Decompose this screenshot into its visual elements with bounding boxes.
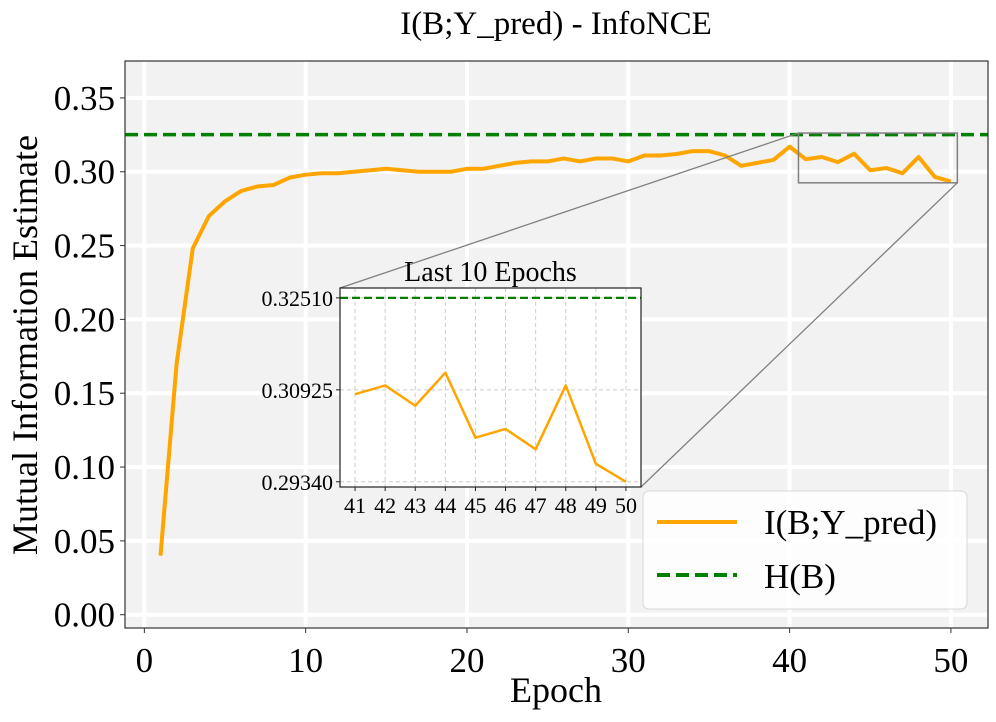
inset-x-tick-label: 48 xyxy=(555,493,577,518)
y-tick-label: 0.25 xyxy=(54,227,115,266)
y-axis-label: Mutual Information Estimate xyxy=(5,135,45,555)
series-layer xyxy=(125,132,988,556)
y-tick-label: 0.20 xyxy=(54,300,115,339)
zoom-indicator xyxy=(339,132,959,488)
zoom-connector xyxy=(640,182,958,488)
inset-x-tick-label: 42 xyxy=(374,493,396,518)
inset-x-tick-label: 43 xyxy=(404,493,426,518)
inset-y-tick-label: 0.30925 xyxy=(262,378,334,403)
y-tick-label: 0.05 xyxy=(54,522,115,561)
inset-title: Last 10 Epochs xyxy=(404,257,577,288)
x-tick-label: 0 xyxy=(136,641,154,680)
y-tick-label: 0.00 xyxy=(54,596,115,635)
inset-x-tick-label: 50 xyxy=(615,493,637,518)
inset-x-tick-label: 44 xyxy=(434,493,456,518)
y-tick-label: 0.30 xyxy=(54,153,115,192)
inset-chart: Last 10 Epochs 41 42 43 44 45 46 47 48 49 50 0.3251… xyxy=(262,257,642,518)
x-tick-label: 40 xyxy=(772,641,807,680)
inset-x-tick-label: 46 xyxy=(495,493,517,518)
inset-y-tick-label: 0.29340 xyxy=(262,470,334,495)
x-tick-label: 50 xyxy=(933,641,968,680)
y-ticks: 0.00 0.05 0.10 0.15 0.20 0.25 0.30 0.35 xyxy=(54,79,125,635)
inset-x-tick-label: 49 xyxy=(585,493,607,518)
x-tick-label: 30 xyxy=(611,641,646,680)
legend: I(B;Y_pred) H(B) xyxy=(642,490,968,610)
legend-label-mi: I(B;Y_pred) xyxy=(764,503,937,542)
y-tick-label: 0.10 xyxy=(54,448,115,487)
y-tick-label: 0.35 xyxy=(54,79,115,118)
plot-frame xyxy=(124,60,989,629)
inset-x-tick-label: 45 xyxy=(464,493,486,518)
x-tick-label: 10 xyxy=(288,641,323,680)
x-tick-label: 20 xyxy=(449,641,484,680)
inset-y-tick-label: 0.32510 xyxy=(262,286,334,311)
legend-label-entropy: H(B) xyxy=(764,557,836,596)
x-ticks: 0 10 20 30 40 50 xyxy=(136,628,968,680)
x-axis-label: Epoch xyxy=(510,670,602,710)
y-tick-label: 0.15 xyxy=(54,374,115,413)
inset-frame xyxy=(339,287,642,488)
chart-title: I(B;Y_pred) - InfoNCE xyxy=(400,6,712,42)
mi-series-line xyxy=(158,144,952,556)
zoom-connector xyxy=(339,132,799,289)
inset-x-tick-label: 47 xyxy=(525,493,547,518)
inset-mi-line xyxy=(354,371,627,483)
zoom-region-box xyxy=(797,132,959,184)
inset-x-tick-label: 41 xyxy=(344,493,366,518)
